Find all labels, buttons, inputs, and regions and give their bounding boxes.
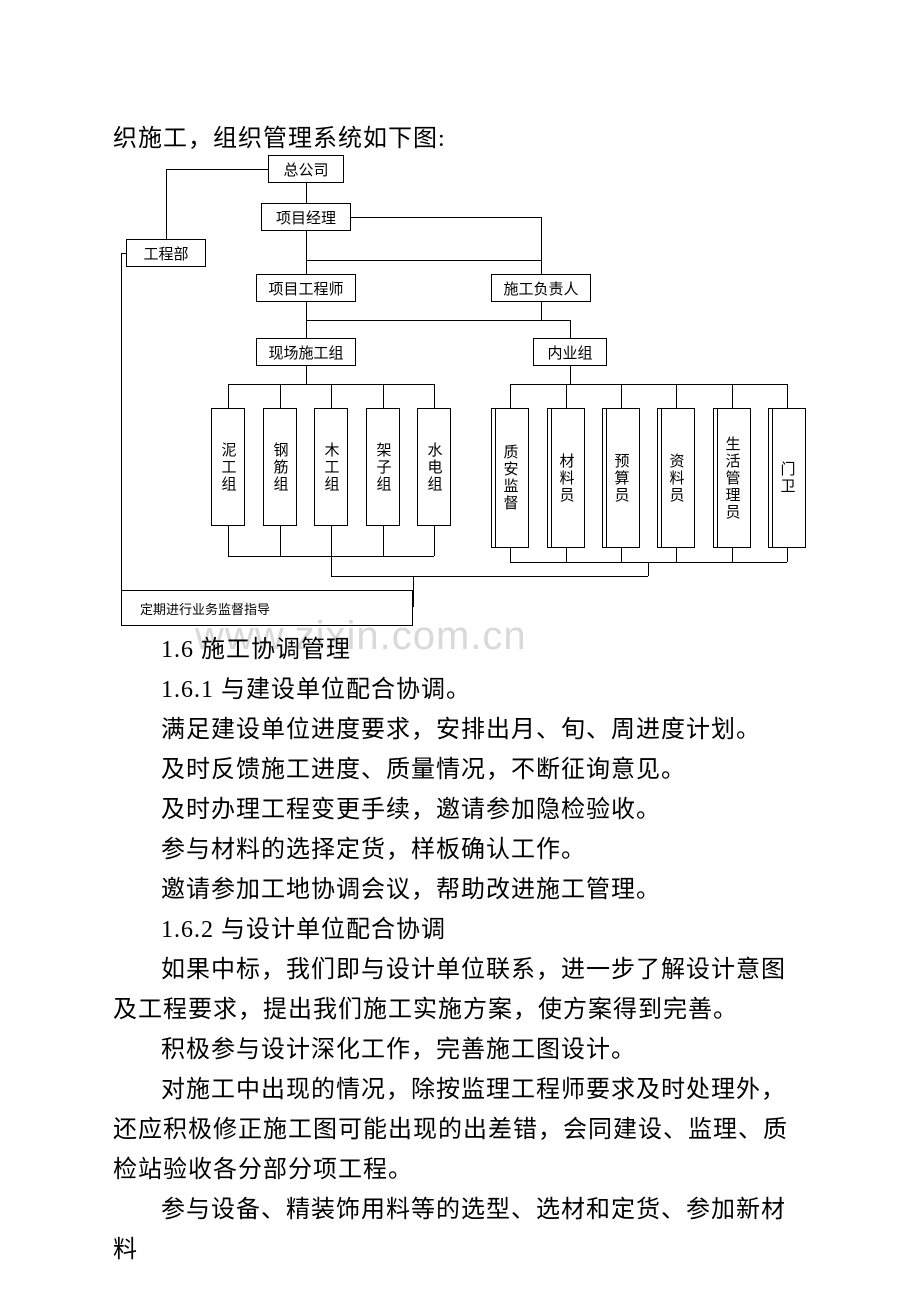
conn — [280, 384, 281, 408]
conn — [566, 548, 567, 562]
para: 如果中标，我们即与设计单位联系，进一步了解设计意图及工程要求，提出我们施工实施方… — [113, 950, 807, 1030]
para: 邀请参加工地协调会议，帮助改进施工管理。 — [113, 870, 807, 910]
node-pm: 项目经理 — [261, 203, 351, 231]
para: 参与材料的选择定货，样板确认工作。 — [113, 830, 807, 870]
para: 积极参与设计深化工作，完善施工图设计。 — [113, 1030, 807, 1070]
leaf-label: 资料员 — [666, 453, 687, 504]
node-site-group: 现场施工组 — [256, 338, 356, 366]
conn — [434, 526, 435, 556]
leaf-left-4: 水电组 — [417, 408, 451, 526]
conn — [331, 576, 648, 577]
conn — [787, 384, 788, 408]
conn — [306, 302, 307, 320]
leaf-right-1: 材料员 — [547, 408, 585, 548]
conn — [541, 217, 542, 274]
org-chart: 总公司 项目经理 工程部 项目工程师 施工负责人 现场施工组 内业组 — [113, 150, 813, 628]
leaf-label: 材料员 — [556, 453, 577, 504]
para: 及时办理工程变更手续，邀请参加隐检验收。 — [113, 790, 807, 830]
para: 及时反馈施工进度、质量情况，不断征询意见。 — [113, 750, 807, 790]
conn — [570, 366, 571, 384]
conn — [541, 302, 542, 320]
conn — [306, 260, 307, 274]
leaf-right-5: 门卫 — [768, 408, 806, 548]
conn — [732, 548, 733, 562]
conn — [621, 384, 622, 408]
conn — [621, 548, 622, 562]
conn — [306, 183, 307, 203]
leaf-left-3: 架子组 — [366, 408, 400, 526]
conn — [566, 384, 567, 408]
leaf-right-0: 质安监督 — [491, 408, 529, 548]
leaf-right-2: 预算员 — [602, 408, 640, 548]
conn — [280, 526, 281, 556]
conn — [787, 548, 788, 562]
conn — [570, 320, 571, 338]
conn — [434, 384, 435, 408]
conn — [510, 384, 511, 408]
conn — [331, 526, 332, 556]
conn — [306, 260, 541, 261]
node-pe: 项目工程师 — [256, 274, 356, 302]
conn — [228, 526, 229, 556]
conn — [121, 253, 122, 590]
conn — [732, 384, 733, 408]
conn — [306, 320, 570, 321]
conn — [228, 384, 229, 408]
leaf-left-0: 泥工组 — [211, 408, 245, 526]
conn — [676, 548, 677, 562]
leaf-label: 生活管理员 — [722, 436, 743, 521]
conn — [413, 576, 414, 607]
body-text: 1.6 施工协调管理 1.6.1 与建设单位配合协调。 满足建设单位进度要求，安… — [113, 630, 807, 1270]
leaf-right-3: 资料员 — [657, 408, 695, 548]
para: 满足建设单位进度要求，安排出月、旬、周进度计划。 — [113, 710, 807, 750]
conn — [383, 384, 384, 408]
heading-1-6-2: 1.6.2 与设计单位配合协调 — [113, 910, 807, 950]
conn — [306, 366, 307, 384]
node-root: 总公司 — [268, 155, 344, 183]
leaf-label: 门卫 — [777, 461, 798, 495]
conn — [166, 169, 167, 239]
node-leader: 施工负责人 — [491, 274, 591, 302]
leaf-left-2: 木工组 — [314, 408, 348, 526]
conn — [331, 384, 332, 408]
heading-1-6: 1.6 施工协调管理 — [113, 630, 807, 670]
page: 织施工，组织管理系统如下图: 总公司 项目经理 工程部 项目工程师 施工负责人 … — [0, 0, 920, 1302]
conn — [383, 526, 384, 556]
conn — [676, 384, 677, 408]
leaf-label: 质安监督 — [500, 444, 521, 512]
intro-text: 织施工，组织管理系统如下图: — [113, 118, 446, 153]
conn — [351, 217, 541, 218]
conn — [510, 548, 511, 562]
leaf-left-1: 钢筋组 — [263, 408, 297, 526]
para: 参与设备、精装饰用料等的选型、选材和定货、参加新材料 — [113, 1190, 807, 1270]
leaf-label: 预算员 — [611, 453, 632, 504]
conn — [331, 556, 332, 576]
node-office-group: 内业组 — [533, 338, 607, 366]
conn — [510, 384, 787, 385]
conn — [306, 320, 307, 338]
conn — [166, 169, 268, 170]
heading-1-6-1: 1.6.1 与建设单位配合协调。 — [113, 670, 807, 710]
para: 对施工中出现的情况，除按监理工程师要求及时处理外，还应积极修正施工图可能出现的出… — [113, 1070, 807, 1190]
node-eng-dept: 工程部 — [126, 239, 206, 267]
conn — [121, 253, 126, 254]
conn — [648, 562, 649, 576]
leaf-right-4: 生活管理员 — [713, 408, 751, 548]
